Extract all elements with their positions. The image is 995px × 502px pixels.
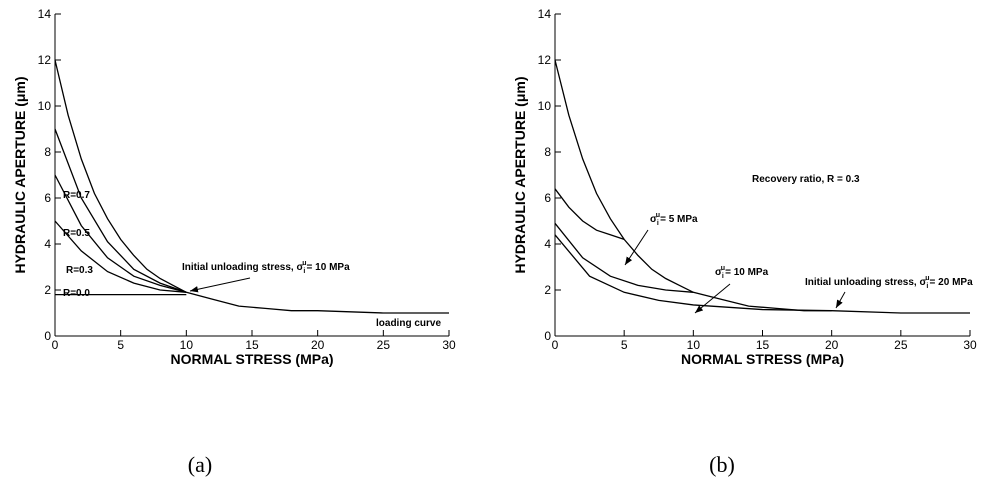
- x-tick-label: 5: [621, 338, 628, 352]
- x-tick-label: 20: [825, 338, 839, 352]
- annotation: R=0.0: [63, 288, 90, 299]
- annotation-arrow: [694, 283, 731, 314]
- y-tick-label: 14: [38, 7, 52, 21]
- chart-panel: 0 2 4 6 8 10 12 14 0 5 10 15 20 25 30 NORMAL STRESS (MP…: [512, 7, 977, 477]
- annotation-sub: i: [303, 268, 305, 275]
- annotation-after: = 5 MPa: [660, 214, 698, 225]
- annotation-sup: u: [302, 260, 306, 267]
- y-tick-label: 2: [44, 283, 51, 297]
- panel-caption: (a): [188, 452, 212, 477]
- annotation: loading curve: [376, 318, 441, 329]
- data-line: [554, 222, 694, 293]
- y-tick-label: 14: [538, 7, 552, 21]
- x-tick-label: 20: [311, 338, 325, 352]
- x-tick-label: 30: [963, 338, 977, 352]
- x-tick-label: 0: [52, 338, 59, 352]
- x-tick-label: 30: [442, 338, 456, 352]
- annotation-text: R=0.5: [63, 228, 90, 239]
- y-tick-label: 10: [38, 99, 52, 113]
- annotation-sub: i: [657, 220, 659, 227]
- annotation-arrow: [624, 229, 649, 266]
- annotation-after: = 10 MPa: [725, 267, 769, 278]
- annotation-sup: u: [656, 212, 660, 219]
- annotation-arrow: [835, 291, 846, 309]
- data-line: [54, 128, 187, 293]
- y-tick-label: 6: [44, 191, 51, 205]
- x-tick-label: 5: [117, 338, 124, 352]
- x-tick-label: 25: [894, 338, 908, 352]
- annotation-sub: i: [722, 273, 724, 280]
- x-axis-title: NORMAL STRESS (MPa): [681, 351, 844, 367]
- annotation: R=0.3: [66, 265, 93, 276]
- y-tick-label: 8: [544, 145, 551, 159]
- annotation-after: = 20 MPa: [930, 277, 974, 288]
- panel-caption: (b): [709, 452, 735, 477]
- y-tick-label: 4: [44, 237, 51, 251]
- x-tick-label: 15: [756, 338, 770, 352]
- y-tick-label: 0: [544, 329, 551, 343]
- annotation-text: loading curve: [376, 318, 441, 329]
- annotation-arrow: [189, 277, 251, 293]
- data-line: [54, 220, 187, 293]
- annotation: Initial unloading stress, σiu= 10 MPa: [182, 260, 350, 275]
- y-tick-label: 12: [38, 53, 52, 67]
- data-line: [554, 234, 832, 312]
- x-tick-label: 25: [377, 338, 391, 352]
- annotation-text: σ: [650, 214, 657, 225]
- annotation: σiu= 5 MPa: [650, 212, 698, 227]
- data-line: [54, 174, 187, 293]
- x-tick-label: 0: [552, 338, 559, 352]
- annotation-text: R=0.3: [66, 265, 93, 276]
- y-tick-label: 0: [44, 329, 51, 343]
- annotation-text: R=0.7: [63, 190, 90, 201]
- annotation: Recovery ratio, R = 0.3: [752, 174, 860, 185]
- y-tick-label: 10: [538, 99, 552, 113]
- data-line: [54, 59, 449, 314]
- annotation: Initial unloading stress, σiu= 20 MPa: [805, 275, 973, 290]
- data-line: [554, 188, 625, 241]
- annotation-text: Initial unloading stress, σ: [805, 277, 926, 288]
- x-axis-title: NORMAL STRESS (MPa): [170, 351, 333, 367]
- annotation-after: = 10 MPa: [307, 262, 351, 273]
- y-tick-label: 6: [544, 191, 551, 205]
- annotation-text: σ: [715, 267, 722, 278]
- y-tick-label: 4: [544, 237, 551, 251]
- x-tick-label: 10: [687, 338, 701, 352]
- annotation-sup: u: [925, 275, 929, 282]
- annotation: R=0.7: [63, 190, 90, 201]
- annotation-text: Initial unloading stress, σ: [182, 262, 303, 273]
- annotation-sup: u: [721, 265, 725, 272]
- y-axis-title: HYDRAULIC APERTURE (μm): [512, 76, 528, 273]
- annotation-sub: i: [926, 283, 928, 290]
- x-tick-label: 10: [180, 338, 194, 352]
- annotation: σiu= 10 MPa: [715, 265, 769, 280]
- annotation: R=0.5: [63, 228, 90, 239]
- annotation-text: Recovery ratio, R = 0.3: [752, 174, 860, 185]
- annotation-text: R=0.0: [63, 288, 90, 299]
- y-tick-label: 12: [538, 53, 552, 67]
- y-axis-title: HYDRAULIC APERTURE (μm): [12, 76, 28, 273]
- chart-panel: 0 2 4 6 8 10 12 14 0 5 10 15 20 25 30 NORMAL STRESS (MP…: [12, 7, 456, 477]
- y-tick-label: 2: [544, 283, 551, 297]
- y-tick-label: 8: [44, 145, 51, 159]
- x-tick-label: 15: [245, 338, 259, 352]
